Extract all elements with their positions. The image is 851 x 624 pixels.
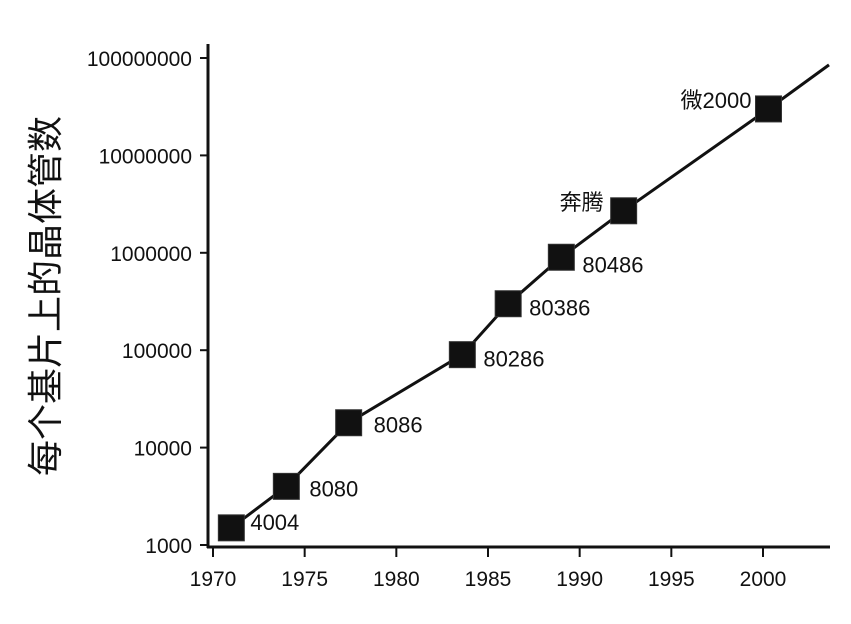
point-label: 8086	[374, 413, 423, 438]
markers-layer	[217, 95, 782, 542]
y-tick-label: 100000000	[87, 48, 192, 71]
x-tick-label: 1985	[465, 568, 512, 591]
point-label: 奔腾	[560, 190, 604, 215]
data-point-marker	[547, 243, 575, 271]
y-tick-label: 100000	[122, 340, 192, 363]
x-tick-label: 1995	[648, 568, 695, 591]
point-label: 4004	[250, 510, 299, 535]
x-tick-label: 2000	[740, 568, 787, 591]
point-label: 80386	[529, 296, 590, 321]
data-point-marker	[217, 514, 245, 542]
point-label: 8080	[309, 476, 358, 501]
point-label: 80486	[582, 252, 643, 277]
data-point-marker	[494, 290, 522, 318]
data-point-marker	[335, 409, 363, 437]
data-point-marker	[755, 95, 782, 123]
y-tick-label: 1000000	[110, 243, 192, 266]
data-point-marker	[272, 472, 300, 500]
x-tick-label: 1975	[281, 568, 328, 591]
axes-layer	[200, 44, 830, 557]
x-tick-label: 1970	[190, 568, 237, 591]
point-label: 微2000	[681, 88, 752, 113]
y-axis-title: 每个基片上的晶体管数	[26, 116, 67, 476]
data-point-marker	[610, 197, 638, 225]
y-tick-label: 10000	[134, 438, 192, 461]
x-tick-label: 1990	[556, 568, 603, 591]
point-label: 80286	[483, 347, 544, 372]
point-labels-layer: 4004 8080 8086 80286 80386 80486 奔腾 微2000	[250, 88, 751, 535]
x-tick-label: 1980	[373, 568, 420, 591]
tick-labels-layer: 1970 1975 1980 1985 1990 1995 2000 1000 10000 100…	[87, 48, 786, 591]
y-tick-label: 1000	[145, 535, 192, 558]
y-tick-label: 10000000	[99, 145, 192, 168]
data-point-marker	[448, 341, 476, 369]
